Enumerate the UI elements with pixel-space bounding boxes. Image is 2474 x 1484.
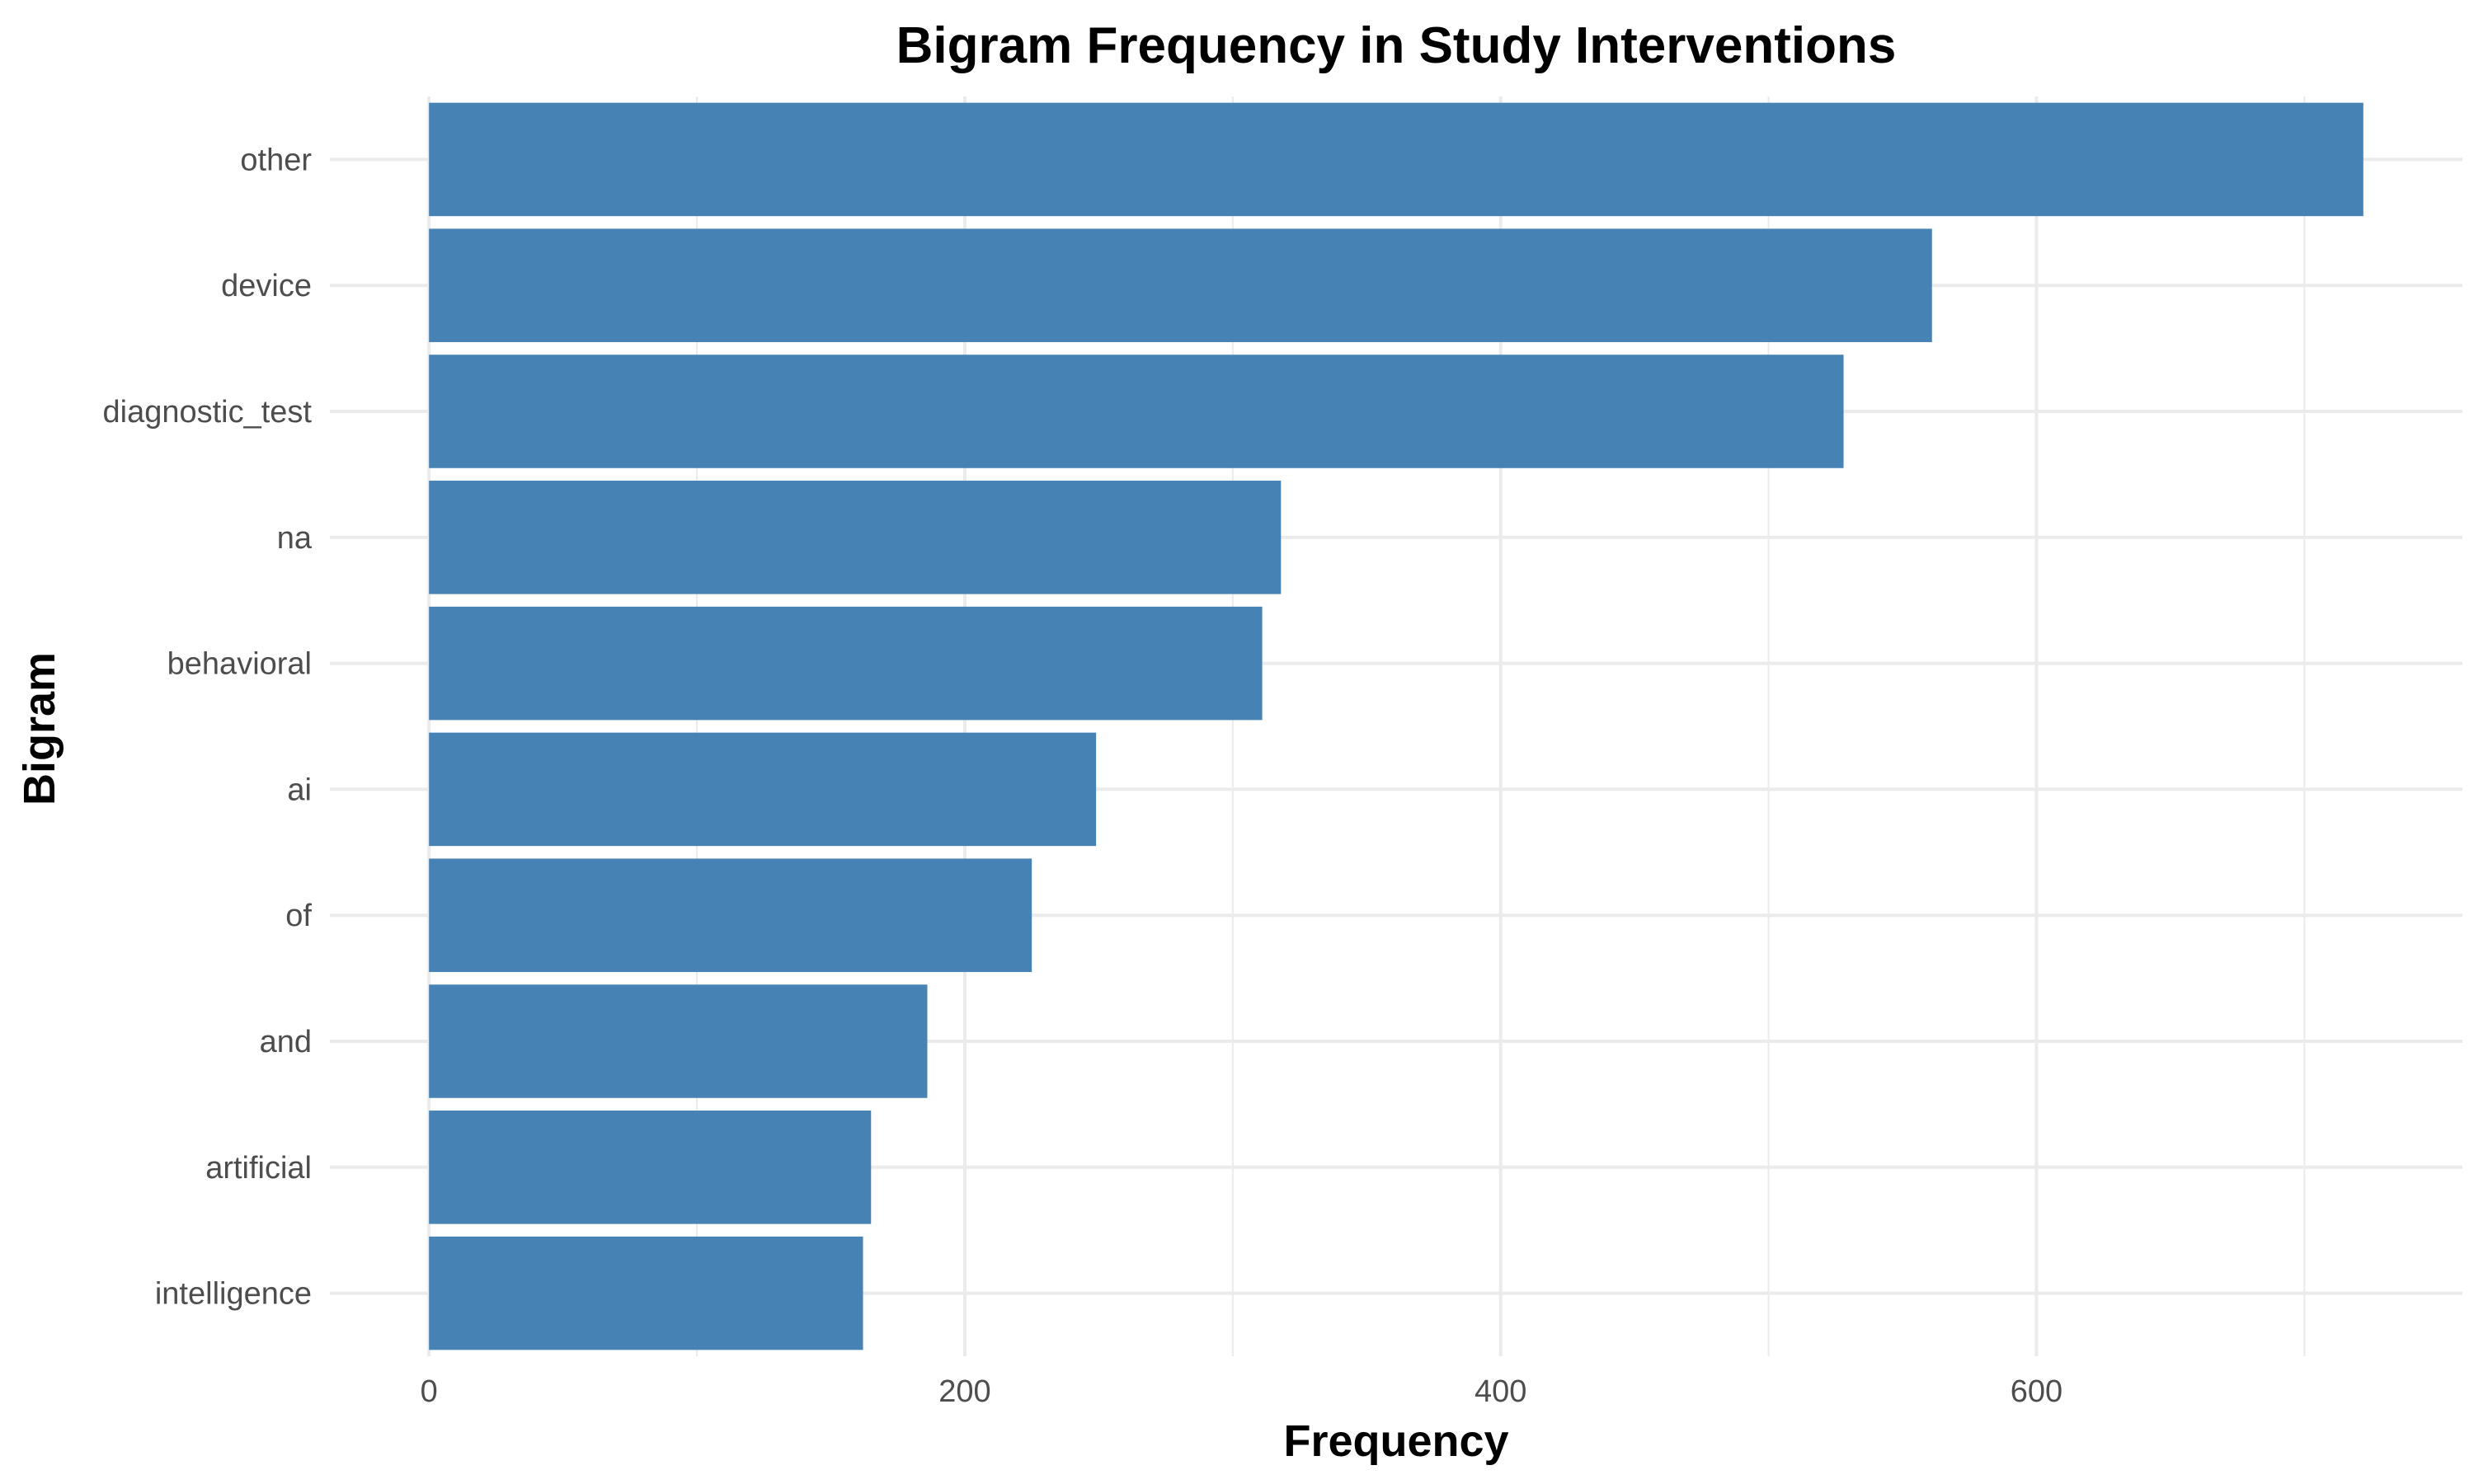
y-tick-label: device (221, 269, 312, 303)
bar-behavioral (429, 606, 1263, 721)
x-tick-labels: 0 200 400 600 (421, 1374, 2063, 1409)
x-tick-label: 0 (421, 1374, 438, 1409)
bar-other (429, 102, 2363, 217)
y-tick-label: intelligence (155, 1277, 312, 1312)
y-tick-label: ai (287, 773, 312, 807)
x-axis-title: Frequency (1283, 1416, 1508, 1466)
bar-ai (429, 732, 1097, 847)
y-tick-label: na (277, 521, 313, 556)
bar-na (429, 481, 1282, 594)
bar-intelligence (429, 1236, 863, 1350)
bars (429, 102, 2363, 1350)
x-tick-label: 200 (938, 1374, 990, 1409)
y-axis-title: Bigram (15, 652, 64, 805)
y-tick-label: behavioral (167, 647, 312, 682)
bar-artificial (429, 1111, 872, 1224)
chart-title: Bigram Frequency in Study Interventions (896, 17, 1897, 74)
bar-and (429, 984, 928, 1098)
y-tick-label: and (260, 1025, 312, 1059)
x-tick-label: 600 (2011, 1374, 2062, 1409)
bar-of (429, 858, 1032, 972)
y-tick-label: other (240, 143, 312, 177)
y-tick-label: artificial (205, 1151, 312, 1186)
x-tick-label: 400 (1475, 1374, 1526, 1409)
bar-diagnostic-test (429, 355, 1844, 468)
y-tick-label: of (285, 899, 312, 933)
bar-device (429, 228, 1932, 342)
y-tick-label: diagnostic_test (103, 395, 313, 430)
